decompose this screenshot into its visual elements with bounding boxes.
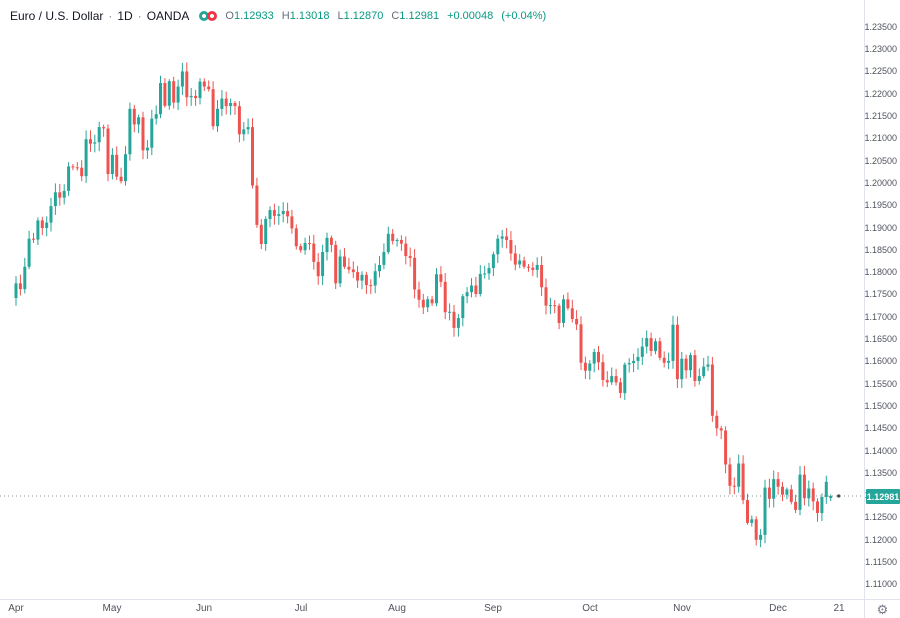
interval-label[interactable]: 1D (117, 9, 133, 23)
legend-separator: · (137, 9, 142, 23)
high-value: H1.13018 (281, 10, 330, 22)
price-tick-label: 1.12500 (864, 512, 897, 522)
price-tick-label: 1.20500 (864, 156, 897, 166)
price-tick-label: 1.11000 (865, 579, 897, 589)
low-value: L1.12870 (337, 10, 384, 22)
price-tick-label: 1.17000 (864, 312, 897, 322)
time-tick-label: Jul (294, 603, 308, 614)
price-tick-label: 1.12000 (864, 535, 897, 545)
price-axis[interactable]: 1.12981 1.23500 1.23000 1.22500 1.22000 1.21… (864, 0, 900, 600)
price-tick-label: 1.20000 (864, 178, 897, 188)
time-tick-label: Dec (769, 603, 787, 614)
price-tick-label: 1.14500 (864, 423, 897, 433)
exchange-label[interactable]: OANDA (146, 9, 190, 23)
price-tick-label: 1.18500 (864, 245, 897, 255)
time-tick-label: Sep (484, 603, 502, 614)
price-tick-label: 1.15500 (864, 379, 897, 389)
candlestick-chart[interactable] (0, 0, 865, 600)
legend-marker-icons[interactable] (199, 11, 218, 21)
price-tick-label: 1.19500 (864, 200, 897, 210)
visibility-toggle-icon[interactable] (199, 11, 210, 21)
change-percent: (+0.04%) (501, 10, 547, 22)
open-value: O1.12933 (225, 10, 274, 22)
axis-settings-corner[interactable]: ⚙ (864, 599, 900, 618)
price-tick-label: 1.11500 (865, 557, 897, 567)
time-axis[interactable]: Apr May Jun Jul Aug Sep Oct Nov Dec 21 (0, 599, 865, 618)
last-price-tag: 1.12981 (866, 489, 900, 504)
price-tick-label: 1.13500 (864, 468, 897, 478)
flag-toggle-icon[interactable] (207, 11, 218, 21)
price-tick-label: 1.19000 (864, 223, 897, 233)
legend-separator: · (108, 9, 113, 23)
price-tick-label: 1.14000 (864, 446, 897, 456)
price-tick-label: 1.16000 (864, 356, 897, 366)
price-tick-label: 1.22000 (864, 89, 897, 99)
price-tick-label: 1.23000 (864, 44, 897, 54)
symbol-legend[interactable]: Euro / U.S. Dollar · 1D · OANDA O1.12933… (10, 9, 546, 23)
close-value: C1.12981 (391, 10, 440, 22)
gear-icon[interactable]: ⚙ (876, 601, 889, 617)
price-tick-label: 1.16500 (864, 334, 897, 344)
price-tick-label: 1.23500 (864, 22, 897, 32)
ohlc-readout: O1.12933 H1.13018 L1.12870 C1.12981 +0.0… (225, 10, 546, 22)
time-tick-label: Apr (8, 603, 24, 614)
price-tick-label: 1.15000 (864, 401, 897, 411)
price-tick-label: 1.17500 (864, 289, 897, 299)
symbol-name[interactable]: Euro / U.S. Dollar (10, 9, 104, 23)
price-tick-label: 1.21000 (864, 133, 897, 143)
change-value: +0.00048 (447, 10, 494, 22)
time-tick-label: Oct (582, 603, 598, 614)
time-tick-label: Nov (673, 603, 691, 614)
time-tick-label: Jun (195, 603, 213, 614)
price-tick-label: 1.21500 (864, 111, 897, 121)
time-tick-label: May (102, 603, 122, 614)
price-tick-label: 1.22500 (864, 66, 897, 76)
chart-plot-area[interactable] (0, 0, 865, 600)
time-tick-label: 21 (833, 603, 845, 614)
time-tick-label: Aug (388, 603, 406, 614)
price-tick-label: 1.18000 (864, 267, 897, 277)
